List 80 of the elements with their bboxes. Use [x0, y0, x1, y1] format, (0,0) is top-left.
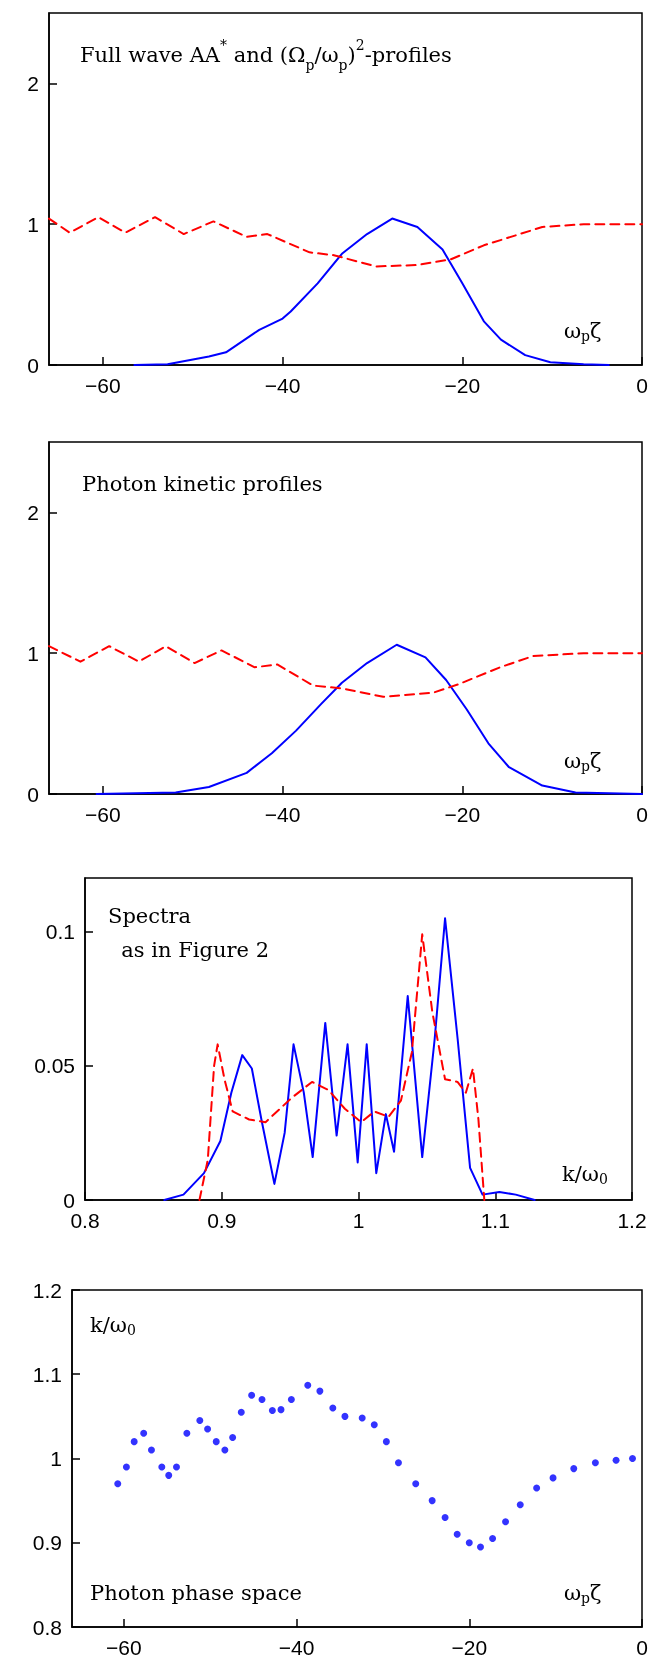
point	[453, 1530, 461, 1538]
point	[277, 1406, 285, 1414]
point	[502, 1518, 510, 1526]
x-tick-label: −20	[451, 1636, 488, 1659]
x-tick-label: 0	[636, 803, 648, 826]
point	[477, 1543, 484, 1551]
line-series	[48, 645, 643, 698]
y-tick-label: 0.9	[32, 1531, 62, 1555]
point	[533, 1484, 541, 1492]
y-tick-label: 1.2	[32, 1278, 62, 1302]
point	[114, 1480, 122, 1488]
x-tick-label: −40	[264, 803, 301, 826]
point	[465, 1539, 473, 1547]
x-tick-label: 0.8	[70, 1209, 100, 1232]
y-tick-label: 0.8	[32, 1615, 62, 1639]
x-tick-label: −40	[278, 1636, 315, 1659]
y-tick-label: 1	[27, 212, 39, 236]
point	[140, 1429, 148, 1437]
y-tick-label: 2	[27, 71, 39, 95]
point	[122, 1463, 130, 1471]
point	[229, 1433, 237, 1441]
point	[316, 1387, 324, 1395]
x-tick-label: 0.9	[207, 1209, 237, 1232]
point	[147, 1446, 155, 1454]
y-tick-label: 0.1	[45, 920, 75, 944]
y-tick-label: 1	[50, 1447, 62, 1470]
x-tick-label: −40	[264, 374, 301, 397]
y-tick-label: 0	[27, 782, 39, 806]
y-tick-label: 2	[27, 500, 39, 524]
point	[248, 1391, 256, 1399]
point	[382, 1438, 390, 1446]
point	[130, 1438, 138, 1446]
point	[287, 1396, 295, 1404]
point	[173, 1463, 180, 1471]
x-tick-label: 0	[636, 1636, 648, 1659]
point	[394, 1459, 402, 1467]
text: Photon kinetic profiles	[82, 472, 323, 496]
point	[196, 1417, 204, 1425]
point	[221, 1446, 229, 1454]
point	[570, 1465, 578, 1473]
line-series	[133, 217, 610, 366]
point	[212, 1438, 220, 1446]
point	[158, 1463, 166, 1471]
text: Photon phase space	[90, 1581, 302, 1605]
y-tick-label: 1.1	[32, 1362, 62, 1386]
point	[329, 1404, 337, 1412]
x-tick-label: −20	[444, 374, 481, 397]
point	[591, 1459, 599, 1467]
point	[441, 1513, 449, 1521]
y-tick-label: 1	[27, 641, 39, 665]
point	[258, 1396, 266, 1404]
x-tick-label: −60	[85, 803, 121, 826]
point	[304, 1381, 312, 1389]
point	[268, 1406, 276, 1414]
point	[489, 1535, 497, 1543]
x-tick-label: 0	[636, 374, 648, 397]
x-tick-label: 1	[352, 1209, 365, 1232]
x-tick-label: −60	[106, 1636, 142, 1659]
point	[428, 1497, 436, 1505]
text: Spectra as in Figure 2	[108, 904, 269, 962]
point	[341, 1412, 349, 1420]
point	[370, 1421, 378, 1429]
point	[204, 1425, 212, 1433]
point	[358, 1414, 366, 1422]
y-tick-label: 0.05	[34, 1054, 75, 1078]
point	[516, 1501, 524, 1509]
x-tick-label: 1.2	[617, 1209, 647, 1232]
line-series	[95, 643, 643, 795]
x-tick-label: −60	[85, 374, 121, 397]
y-tick-label: 0	[27, 353, 39, 377]
point	[612, 1456, 620, 1464]
point	[165, 1471, 173, 1479]
line-series	[48, 216, 643, 268]
point	[237, 1408, 245, 1416]
point	[183, 1429, 191, 1437]
point	[629, 1455, 636, 1462]
x-tick-label: −20	[444, 803, 481, 826]
point	[412, 1480, 420, 1488]
y-tick-label: 0	[63, 1188, 75, 1212]
x-tick-label: 1.1	[480, 1209, 510, 1232]
